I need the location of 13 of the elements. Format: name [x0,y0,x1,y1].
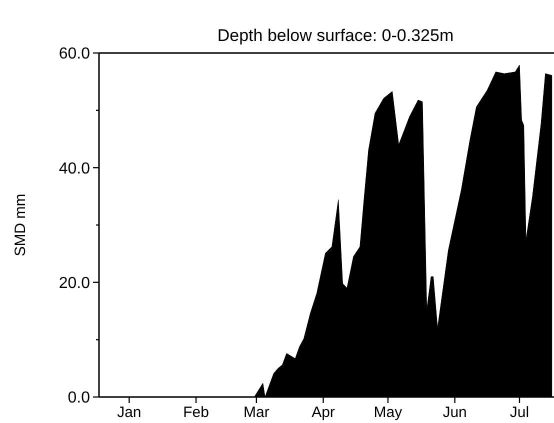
chart-title: Depth below surface: 0-0.325m [217,26,454,45]
x-tick-label: Feb [183,404,209,421]
x-tick-label: Jul [510,404,530,421]
x-tick-label: Mar [243,404,270,421]
y-tick-label: 0.0 [68,390,90,407]
y-tick-label: 60.0 [58,46,90,63]
x-tick-label: May [374,404,403,421]
y-tick-label: 40.0 [58,160,90,178]
y-axis-title: SMD mm [12,194,29,256]
x-tick-label: Jun [442,404,467,421]
y-tick-label: 20.0 [58,274,90,292]
x-tick-label: Jan [117,404,142,421]
x-tick-label: Apr [312,404,335,421]
